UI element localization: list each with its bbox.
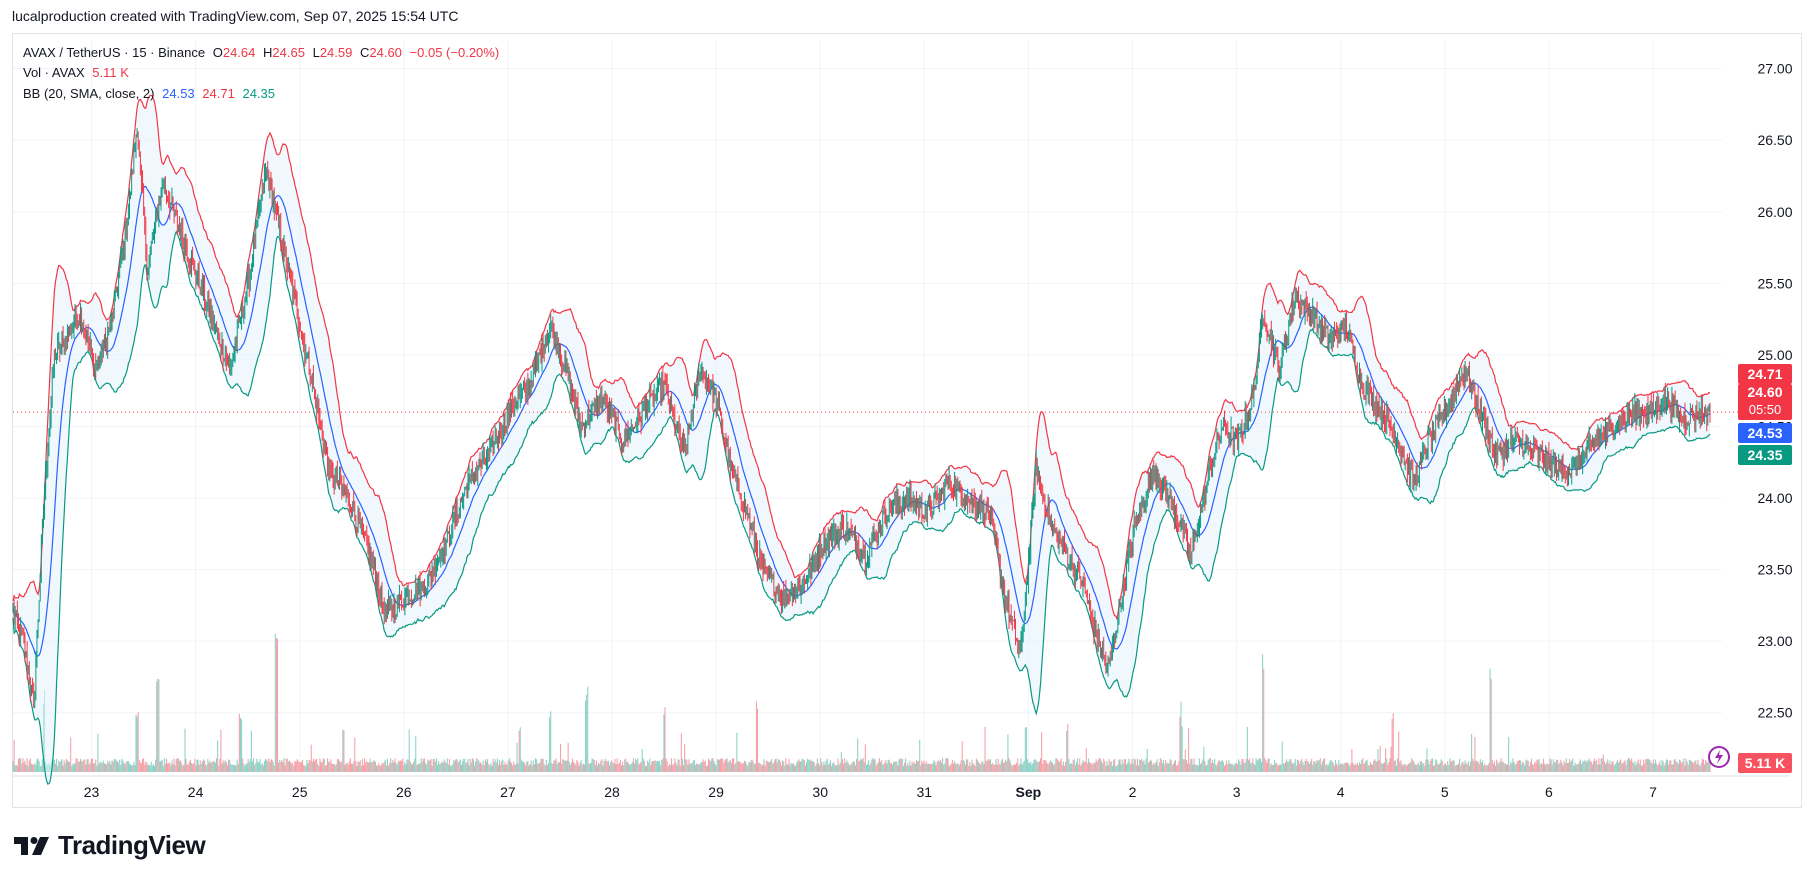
x-tick-label: 27 bbox=[500, 784, 516, 800]
x-tick-label: 29 bbox=[708, 784, 724, 800]
x-tick-label: 23 bbox=[84, 784, 100, 800]
x-tick-label: 31 bbox=[917, 784, 933, 800]
ohlc-open: O24.64 bbox=[212, 45, 256, 60]
x-tick-label: 30 bbox=[812, 784, 828, 800]
x-tick-label: 26 bbox=[396, 784, 412, 800]
x-tick-label: 28 bbox=[604, 784, 620, 800]
ohlc-high: H24.65 bbox=[263, 45, 305, 60]
legend-symbol-row: AVAX / TetherUS · 15 · Binance O24.64 H2… bbox=[23, 45, 503, 60]
y-tick-label: 26.50 bbox=[1757, 132, 1792, 148]
x-tick-label: 7 bbox=[1649, 784, 1657, 800]
y-tick-label: 27.00 bbox=[1757, 61, 1792, 77]
x-tick-label: 25 bbox=[292, 784, 308, 800]
symbol-label[interactable]: AVAX / TetherUS · 15 · Binance bbox=[23, 45, 206, 60]
countdown-value: 05:50 bbox=[1748, 402, 1782, 417]
x-tick-label: 4 bbox=[1337, 784, 1345, 800]
bb-label[interactable]: BB (20, SMA, close, 2) bbox=[23, 86, 155, 101]
y-tick-label: 26.00 bbox=[1757, 204, 1792, 220]
x-tick-label: 24 bbox=[188, 784, 204, 800]
x-tick-label: 6 bbox=[1545, 784, 1553, 800]
basis-line bbox=[12, 186, 1711, 657]
ohlc-low: L24.59 bbox=[312, 45, 353, 60]
volume-label[interactable]: Vol · AVAX bbox=[23, 65, 85, 80]
volume-tag: 5.11 K bbox=[1738, 753, 1792, 773]
ohlc-close: C24.60 bbox=[359, 45, 402, 60]
bb-upper-value: 24.71 bbox=[202, 86, 235, 101]
volume-value: 5.11 K bbox=[92, 65, 129, 80]
x-tick-label: 5 bbox=[1441, 784, 1449, 800]
tradingview-logo-icon bbox=[14, 836, 49, 855]
x-tick-label: Sep bbox=[1016, 784, 1042, 800]
tradingview-logo[interactable]: TradingView bbox=[14, 830, 206, 861]
attribution: lucalproduction created with TradingView… bbox=[12, 8, 459, 24]
legend-bb-row: BB (20, SMA, close, 2) 24.53 24.71 24.35 bbox=[23, 86, 279, 101]
lower-band-tag: 24.35 bbox=[1738, 445, 1792, 465]
bollinger-bands bbox=[12, 94, 1711, 785]
upper-band-tag: 24.71 bbox=[1738, 364, 1792, 384]
tradingview-wordmark: TradingView bbox=[58, 830, 206, 860]
ohlc-change: −0.05 (−0.20%) bbox=[409, 45, 500, 60]
time-axis[interactable]: 23 24 25 26 27 28 29 30 31 Sep 2 3 4 5 6 7 bbox=[84, 784, 1657, 800]
y-tick-label: 25.50 bbox=[1757, 275, 1792, 291]
legend-volume-row: Vol · AVAX 5.11 K bbox=[23, 65, 133, 80]
lower-band-line bbox=[12, 230, 1711, 785]
y-tick-label: 25.00 bbox=[1757, 347, 1792, 363]
y-tick-label: 23.00 bbox=[1757, 633, 1792, 649]
bb-basis-value: 24.53 bbox=[162, 86, 195, 101]
y-tick-label: 24.00 bbox=[1757, 490, 1792, 506]
basis-tag: 24.53 bbox=[1738, 423, 1792, 443]
last-price-tag: 24.60 05:50 bbox=[1738, 384, 1792, 420]
bolt-icon[interactable] bbox=[1708, 746, 1730, 768]
candles bbox=[12, 128, 1711, 709]
x-tick-label: 2 bbox=[1129, 784, 1137, 800]
bb-lower-value: 24.35 bbox=[242, 86, 276, 101]
chart-pane[interactable] bbox=[12, 33, 1802, 808]
last-price-value: 24.60 bbox=[1747, 384, 1783, 400]
y-tick-label: 22.50 bbox=[1757, 705, 1792, 721]
x-tick-label: 3 bbox=[1233, 784, 1241, 800]
grid bbox=[13, 40, 1790, 777]
upper-band-line bbox=[12, 94, 1711, 621]
y-tick-label: 23.50 bbox=[1757, 562, 1792, 578]
volume-bars bbox=[12, 633, 1711, 772]
